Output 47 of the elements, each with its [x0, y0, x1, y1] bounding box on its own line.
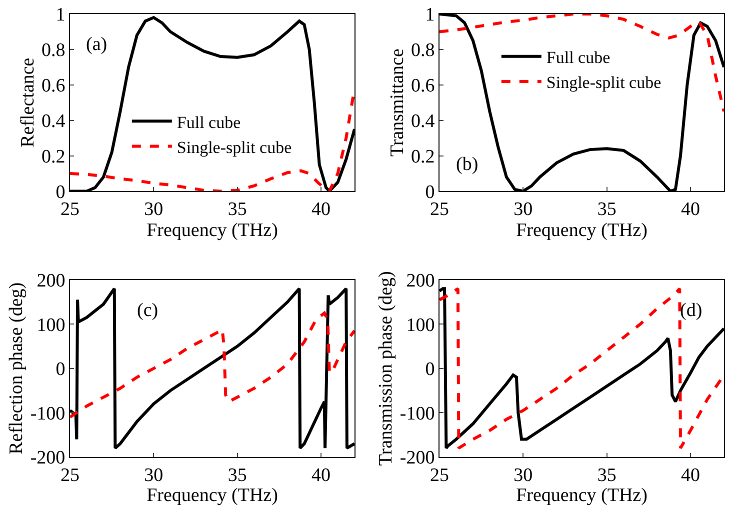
x-tick-label: 40 [312, 199, 331, 220]
x-tick-label: 30 [144, 464, 164, 486]
x-axis-title: Frequency (THz) [146, 220, 278, 241]
annotation: (a) [86, 34, 108, 55]
y-tick-label: 0 [425, 359, 435, 380]
y-axis-title: Reflectance [17, 58, 38, 148]
y-tick-label: -100 [30, 403, 66, 424]
legend-label: Single-split cube [546, 73, 662, 92]
y-tick-label: 0.4 [410, 110, 436, 132]
y-tick-label: 0.6 [41, 76, 66, 97]
x-tick-label: 35 [228, 199, 247, 220]
y-tick-label: 0.4 [41, 110, 66, 132]
x-tick-label: 30 [144, 199, 164, 220]
line-series [440, 14, 724, 113]
annotation: (c) [137, 300, 158, 321]
x-tick-label: 35 [597, 464, 616, 486]
y-tick-label: 1 [425, 4, 435, 26]
y-tick-label: 0.8 [41, 40, 66, 62]
y-tick-label: 200 [36, 270, 66, 292]
x-axis-title: Frequency (THz) [516, 220, 648, 241]
y-tick-label: 0.2 [41, 146, 66, 168]
y-tick-label: -100 [400, 403, 435, 424]
x-tick-label: 40 [681, 464, 700, 486]
x-tick-label: 35 [597, 199, 616, 220]
annotation: (b) [456, 154, 478, 175]
x-tick-label: 35 [228, 464, 247, 486]
x-axis-title: Frequency (THz) [146, 485, 278, 506]
y-tick-label: 0.8 [410, 40, 435, 62]
y-tick-label: 0.6 [410, 76, 435, 97]
x-tick-label: 40 [681, 199, 700, 220]
y-tick-label: 0.2 [410, 146, 435, 168]
y-tick-label: 100 [36, 314, 66, 336]
y-tick-label: 1 [56, 4, 66, 26]
x-tick-label: 40 [312, 464, 331, 486]
annotation: (d) [680, 300, 702, 321]
y-tick-label: 100 [406, 314, 435, 336]
y-tick-label: 200 [406, 270, 435, 292]
y-axis-title: Transmission phase (deg) [376, 271, 397, 466]
legend-label: Full cube [176, 112, 241, 132]
legend-label: Single-split cube [176, 138, 292, 157]
y-tick-label: 0 [56, 359, 66, 380]
x-tick-label: 30 [514, 199, 533, 220]
y-axis-title: Reflection phase (deg) [6, 282, 28, 454]
legend-label: Full cube [546, 48, 610, 67]
x-axis-title: Frequency (THz) [516, 485, 648, 506]
y-axis-title: Transmittance [386, 48, 408, 157]
x-tick-label: 30 [514, 464, 533, 486]
